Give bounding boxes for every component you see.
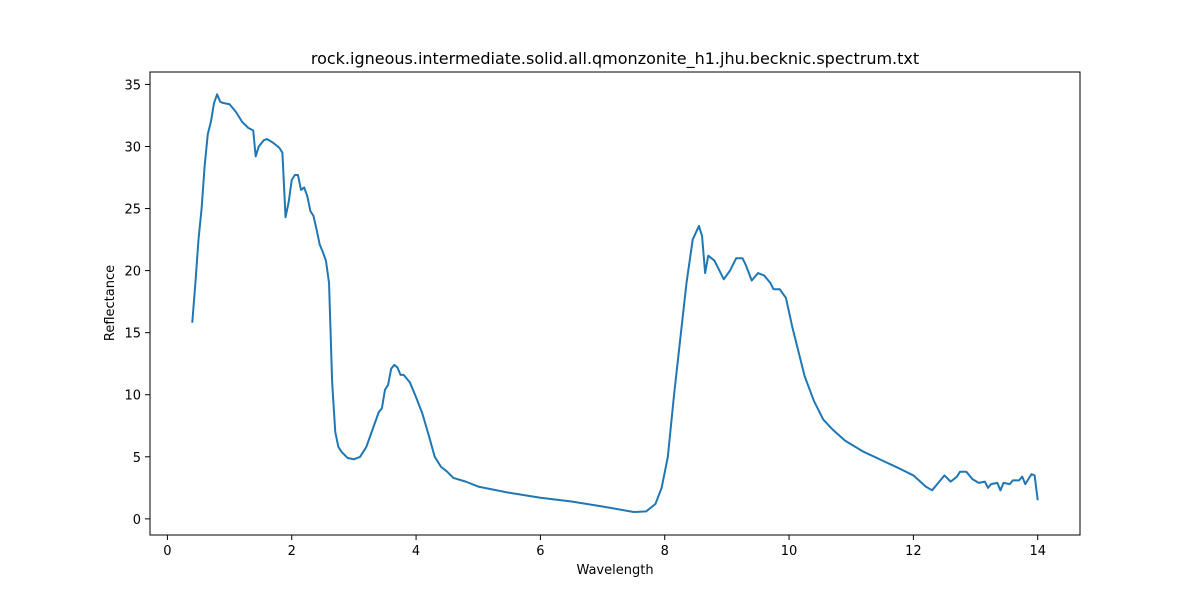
x-tick-label: 0 [163,544,171,559]
y-tick-label: 15 [124,327,141,342]
y-tick-label: 35 [124,78,141,93]
x-tick-label: 2 [288,544,296,559]
x-tick-label: 12 [905,544,922,559]
x-tick-label: 14 [1029,544,1046,559]
plot-frame [149,71,1081,536]
y-tick-label: 10 [124,389,141,404]
spectrum-line [191,93,1039,514]
x-tick-label: 8 [661,544,669,559]
y-tick-label: 30 [124,140,141,155]
x-tick-label: 6 [536,544,544,559]
y-axis-label: Reflectance [103,265,118,341]
x-tick-label: 4 [412,544,420,559]
x-axis-label: Wavelength [576,563,653,578]
y-tick-label: 5 [133,451,141,466]
chart-title: rock.igneous.intermediate.solid.all.qmon… [311,49,919,69]
y-tick-label: 0 [133,513,141,528]
y-tick-label: 20 [124,265,141,280]
y-tick-label: 25 [124,203,141,218]
x-tick-label: 10 [781,544,798,559]
